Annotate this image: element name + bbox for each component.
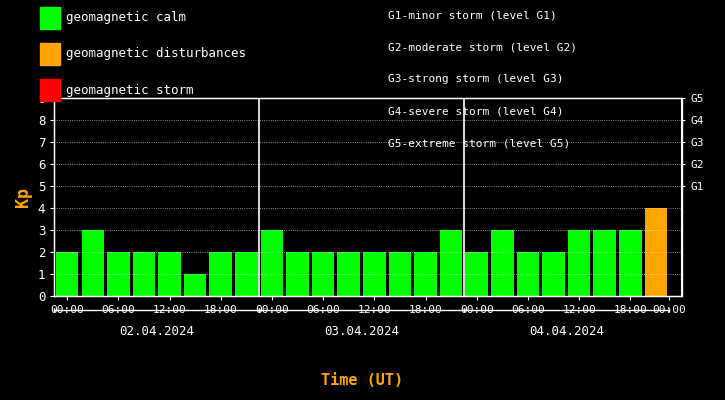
- Bar: [465, 252, 488, 296]
- Text: geomagnetic storm: geomagnetic storm: [66, 84, 194, 96]
- Bar: [337, 252, 360, 296]
- Text: geomagnetic disturbances: geomagnetic disturbances: [66, 48, 246, 60]
- Bar: [286, 252, 309, 296]
- Bar: [389, 252, 411, 296]
- Bar: [261, 230, 283, 296]
- Bar: [81, 230, 104, 296]
- Bar: [491, 230, 513, 296]
- Bar: [645, 208, 667, 296]
- Text: 03.04.2024: 03.04.2024: [324, 325, 399, 338]
- Text: G1-minor storm (level G1): G1-minor storm (level G1): [388, 10, 557, 20]
- Y-axis label: Kp: Kp: [14, 187, 33, 207]
- Bar: [594, 230, 616, 296]
- Text: G3-strong storm (level G3): G3-strong storm (level G3): [388, 74, 563, 84]
- Bar: [568, 230, 590, 296]
- Bar: [542, 252, 565, 296]
- Bar: [133, 252, 155, 296]
- Text: 02.04.2024: 02.04.2024: [120, 325, 194, 338]
- Text: 04.04.2024: 04.04.2024: [529, 325, 604, 338]
- Text: Time (UT): Time (UT): [321, 373, 404, 388]
- Bar: [107, 252, 130, 296]
- Bar: [158, 252, 181, 296]
- Text: G2-moderate storm (level G2): G2-moderate storm (level G2): [388, 42, 577, 52]
- Bar: [440, 230, 463, 296]
- Text: geomagnetic calm: geomagnetic calm: [66, 12, 186, 24]
- Bar: [235, 252, 257, 296]
- Bar: [312, 252, 334, 296]
- Bar: [363, 252, 386, 296]
- Bar: [56, 252, 78, 296]
- Bar: [517, 252, 539, 296]
- Text: G5-extreme storm (level G5): G5-extreme storm (level G5): [388, 138, 570, 148]
- Bar: [619, 230, 642, 296]
- Bar: [414, 252, 436, 296]
- Text: G4-severe storm (level G4): G4-severe storm (level G4): [388, 106, 563, 116]
- Bar: [210, 252, 232, 296]
- Bar: [184, 274, 207, 296]
